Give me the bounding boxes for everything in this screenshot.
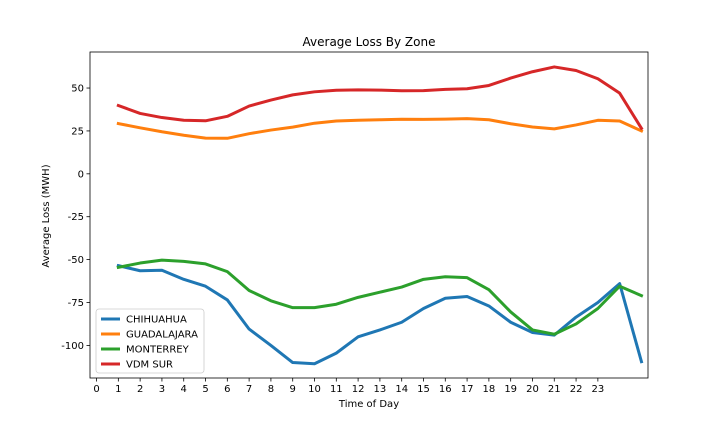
x-tick-label: 14: [395, 384, 408, 395]
x-tick-label: 1: [115, 384, 121, 395]
x-tick-label: 13: [374, 384, 387, 395]
x-tick-label: 17: [461, 384, 474, 395]
y-tick-label: -25: [68, 212, 84, 223]
y-tick-label: 0: [78, 169, 84, 180]
x-tick-label: 20: [526, 384, 539, 395]
series-line-monterrey: [116, 258, 644, 336]
legend-entry: GUADALAJARA: [126, 330, 198, 341]
series-line-guadalajara: [116, 117, 644, 140]
legend-box: [95, 308, 205, 374]
x-tick-label: 22: [570, 384, 583, 395]
x-tick-label: 19: [504, 384, 517, 395]
plot-frame: [89, 51, 649, 379]
x-tick-label: 21: [548, 384, 561, 395]
y-tick-label: -50: [68, 255, 84, 266]
legend-entry: VDM SUR: [126, 360, 173, 371]
x-tick-label: 18: [483, 384, 496, 395]
y-axis-label: Average Loss (MWH): [41, 164, 52, 267]
legend-entry: CHIHUAHUA: [126, 315, 187, 326]
chart-title: Average Loss By Zone: [303, 35, 436, 49]
x-tick-label: 5: [202, 384, 208, 395]
y-tick-label: -75: [68, 298, 84, 309]
legend-entry: MONTERREY: [126, 345, 190, 356]
x-tick-label: 6: [224, 384, 230, 395]
x-tick-label: 23: [592, 384, 605, 395]
x-tick-label: 9: [290, 384, 296, 395]
x-tick-label: 3: [159, 384, 165, 395]
x-tick-label: 16: [439, 384, 452, 395]
x-tick-label: 4: [181, 384, 187, 395]
legend: CHIHUAHUA GUADALAJARA MONTERREY VDM SUR: [95, 308, 205, 374]
x-tick-label: 2: [137, 384, 143, 395]
x-tick-label: 8: [268, 384, 274, 395]
x-tick-label: 12: [352, 384, 365, 395]
x-tick-label: 10: [308, 384, 321, 395]
x-tick-label: 11: [330, 384, 343, 395]
plot-area: 0 1 2 3 4 5 6 7 8 9 10 11 12 13 14 15 16 17 18 19 20 21 22 2350…: [61, 51, 649, 395]
y-tick-label: 25: [71, 126, 84, 137]
x-tick-label: 15: [417, 384, 430, 395]
y-tick-label: 50: [71, 84, 84, 95]
y-tick-label: -100: [61, 341, 84, 352]
x-tick-label: 7: [246, 384, 252, 395]
x-axis-label: Time of Day: [338, 399, 399, 410]
series-line-vdm-sur: [116, 65, 644, 131]
x-tick-label: 0: [93, 384, 99, 395]
